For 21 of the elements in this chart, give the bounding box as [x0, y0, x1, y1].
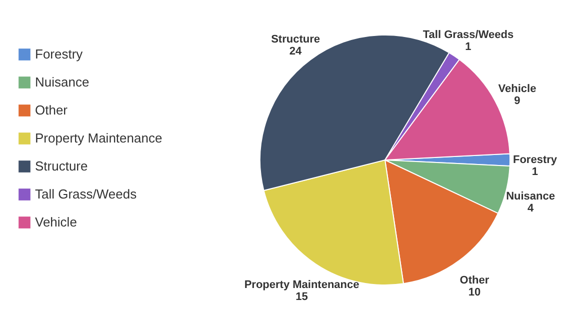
- slice-label: Forestry: [512, 154, 558, 166]
- slice-label: Other: [460, 274, 490, 286]
- legend-label: Tall Grass/Weeds: [35, 186, 138, 202]
- slice-label: Tall Grass/Weeds: [422, 29, 514, 42]
- data-label: 1: [465, 41, 472, 54]
- legend-label: Vehicle: [35, 214, 77, 230]
- legend-label: Nuisance: [35, 74, 90, 90]
- data-label: 1: [532, 166, 538, 178]
- slice-label: Nuisance: [506, 190, 555, 202]
- data-label: 24: [289, 46, 303, 58]
- legend-label: Forestry: [35, 46, 84, 62]
- data-label: 9: [514, 95, 520, 108]
- data-label: 10: [468, 286, 481, 298]
- slice-label: Vehicle: [498, 83, 536, 96]
- slice-label: Property Maintenance: [244, 278, 360, 291]
- legend-label: Other: [35, 102, 68, 118]
- slice-label: Structure: [271, 34, 320, 46]
- data-label: 4: [527, 202, 534, 214]
- data-label: 15: [296, 290, 308, 303]
- legend-label: Structure: [35, 158, 88, 174]
- legend-label: Property Maintenance: [35, 130, 162, 146]
